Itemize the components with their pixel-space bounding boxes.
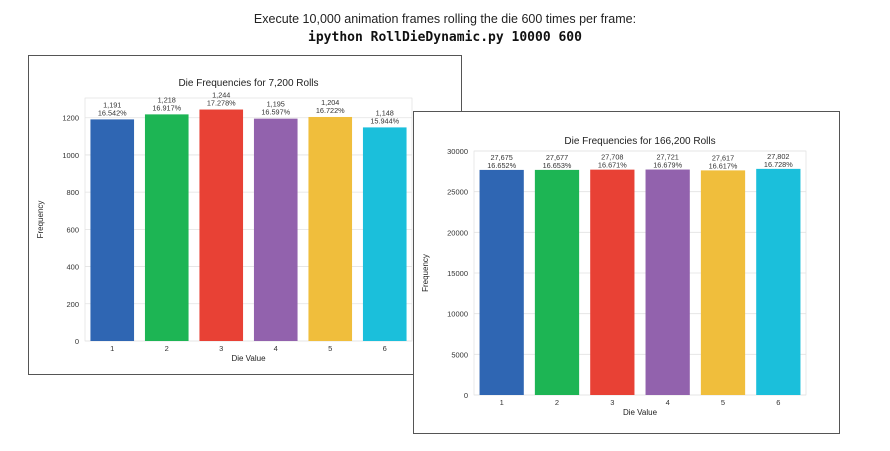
x-axis-label: Die Value bbox=[623, 408, 658, 417]
bar-die-3 bbox=[590, 169, 635, 395]
x-tick-label: 3 bbox=[610, 398, 614, 407]
bar-percent-label: 16.728% bbox=[764, 160, 793, 169]
bar-value-label: 27,802 bbox=[767, 152, 789, 161]
y-tick-label: 800 bbox=[66, 188, 79, 197]
y-tick-label: 0 bbox=[75, 337, 79, 346]
bar-die-3 bbox=[199, 109, 244, 342]
y-tick-label: 1000 bbox=[62, 151, 79, 160]
x-tick-label: 2 bbox=[555, 398, 559, 407]
bar-percent-label: 16.917% bbox=[152, 103, 181, 112]
bar-value-label: 1,218 bbox=[158, 95, 176, 104]
bar-value-label: 1,195 bbox=[267, 100, 285, 109]
y-tick-label: 400 bbox=[66, 263, 79, 272]
bar-value-label: 27,708 bbox=[601, 153, 623, 162]
bar-percent-label: 16.652% bbox=[487, 161, 516, 170]
bar-value-label: 1,148 bbox=[376, 108, 394, 117]
x-tick-label: 4 bbox=[666, 398, 670, 407]
x-tick-label: 6 bbox=[383, 344, 387, 353]
y-tick-label: 30000 bbox=[447, 147, 468, 156]
figure-caption: Execute 10,000 animation frames rolling … bbox=[0, 12, 890, 45]
bar-percent-label: 16.542% bbox=[98, 108, 127, 117]
bar-percent-label: 16.653% bbox=[543, 161, 572, 170]
bar-percent-label: 16.617% bbox=[709, 161, 738, 170]
bar-value-label: 1,244 bbox=[212, 91, 230, 100]
caption-description: Execute 10,000 animation frames rolling … bbox=[253, 12, 637, 26]
y-tick-label: 10000 bbox=[447, 310, 468, 319]
bar-value-label: 1,191 bbox=[103, 100, 121, 109]
x-tick-label: 1 bbox=[110, 344, 114, 353]
bar-die-5 bbox=[700, 170, 746, 395]
x-tick-label: 5 bbox=[328, 344, 332, 353]
bar-value-label: 27,721 bbox=[657, 153, 679, 162]
y-tick-label: 200 bbox=[66, 300, 79, 309]
bar-die-1 bbox=[90, 119, 135, 341]
bar-value-label: 1,204 bbox=[321, 98, 339, 107]
y-tick-label: 5000 bbox=[451, 350, 468, 359]
bar-percent-label: 15.944% bbox=[370, 116, 399, 125]
chart-title: Die Frequencies for 7,200 Rolls bbox=[178, 78, 318, 89]
y-tick-label: 1200 bbox=[62, 114, 79, 123]
plot-area bbox=[84, 97, 413, 342]
bar-percent-label: 16.597% bbox=[261, 108, 290, 117]
x-tick-label: 4 bbox=[274, 344, 278, 353]
bar-die-1 bbox=[479, 169, 524, 395]
bar-percent-label: 16.722% bbox=[316, 106, 345, 115]
bar-die-4 bbox=[645, 169, 690, 395]
bar-percent-label: 16.679% bbox=[653, 161, 682, 170]
y-tick-label: 20000 bbox=[447, 228, 468, 237]
x-tick-label: 2 bbox=[165, 344, 169, 353]
x-tick-label: 6 bbox=[776, 398, 780, 407]
y-tick-label: 15000 bbox=[447, 269, 468, 278]
bar-die-5 bbox=[308, 116, 353, 341]
bar-die-2 bbox=[144, 114, 189, 341]
bar-value-label: 27,675 bbox=[491, 153, 513, 162]
bar-value-label: 27,677 bbox=[546, 153, 568, 162]
y-tick-label: 0 bbox=[464, 391, 468, 400]
x-tick-label: 5 bbox=[721, 398, 725, 407]
bar-die-4 bbox=[253, 118, 298, 341]
bar-die-6 bbox=[362, 127, 407, 341]
chart-title: Die Frequencies for 166,200 Rolls bbox=[564, 136, 715, 147]
chart-panel-166200-rolls: 0 5000 10000 15000 20000 25000 30000 27,675 16.6… bbox=[413, 111, 840, 434]
y-axis-label: Frequency bbox=[36, 201, 45, 239]
bar-chart-166200-rolls: 05000100001500020000250003000027,67516.6… bbox=[421, 136, 807, 417]
chart-panel-7200-rolls: 0 200 400 600 800 1000 1200 1,191 16.542% 1 1,218 1… bbox=[28, 55, 462, 375]
bar-percent-label: 17.278% bbox=[207, 99, 236, 108]
y-axis-label: Frequency bbox=[421, 254, 430, 292]
x-tick-label: 1 bbox=[500, 398, 504, 407]
bar-die-2 bbox=[534, 169, 580, 395]
caption-command: ipython RollDieDynamic.py 10000 600 bbox=[308, 30, 582, 45]
bar-chart-7200-rolls: 0200400600800100012001,19116.542%11,2181… bbox=[36, 78, 413, 363]
bar-die-6 bbox=[756, 168, 801, 395]
x-axis-label: Die Value bbox=[231, 354, 266, 363]
y-tick-label: 600 bbox=[66, 225, 79, 234]
x-tick-label: 3 bbox=[219, 344, 223, 353]
bar-percent-label: 16.671% bbox=[598, 161, 627, 170]
y-tick-label: 25000 bbox=[447, 188, 468, 197]
bar-value-label: 27,617 bbox=[712, 153, 734, 162]
